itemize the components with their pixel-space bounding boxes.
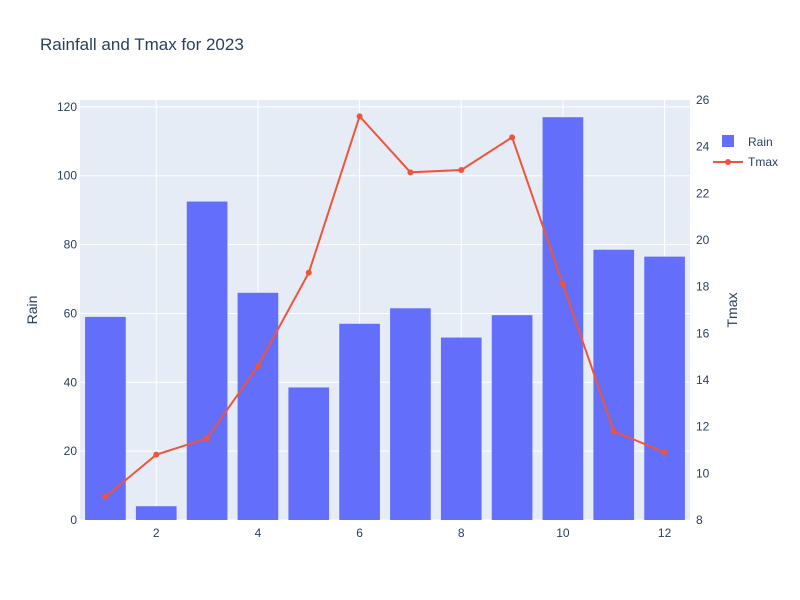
left-y-tick-label: 0	[70, 513, 77, 527]
rain-bar[interactable]	[542, 117, 584, 521]
tmax-point[interactable]	[102, 493, 109, 500]
tmax-point[interactable]	[153, 451, 160, 458]
left-y-axis-ticks: 0 20 40 60 80 100 120	[57, 100, 77, 527]
x-tick-label: 6	[356, 526, 363, 540]
chart-title: Rainfall and Tmax for 2023	[40, 35, 244, 54]
right-y-tick-label: 16	[696, 326, 710, 340]
right-y-tick-label: 8	[696, 513, 703, 527]
left-y-tick-label: 120	[57, 100, 77, 114]
rain-bars	[85, 117, 685, 521]
x-axis-ticks: 2 4 6 8 10 12	[153, 526, 672, 540]
tmax-point[interactable]	[407, 169, 414, 176]
rain-bar[interactable]	[491, 315, 533, 520]
x-tick-label: 8	[458, 526, 465, 540]
right-y-tick-label: 10	[696, 466, 710, 480]
right-y-tick-label: 18	[696, 280, 710, 294]
rain-bar[interactable]	[237, 292, 279, 520]
right-y-tick-label: 22	[696, 186, 710, 200]
legend-rain-swatch[interactable]	[722, 135, 734, 147]
plot-area	[80, 100, 690, 520]
tmax-point[interactable]	[254, 363, 261, 369]
legend-rain-label[interactable]: Rain	[748, 135, 773, 149]
tmax-point[interactable]	[458, 167, 465, 173]
right-y-tick-label: 12	[696, 420, 710, 434]
tmax-line-path	[104, 114, 665, 498]
x-tick-label: 10	[556, 526, 570, 540]
legend-tmax-label[interactable]: Tmax	[748, 155, 778, 169]
left-y-tick-label: 80	[64, 238, 78, 252]
tmax-point[interactable]	[356, 113, 363, 120]
rain-bar[interactable]	[339, 323, 380, 520]
x-tick-label: 4	[255, 526, 262, 540]
rain-bar[interactable]	[593, 249, 635, 521]
right-y-tick-label: 20	[696, 233, 710, 247]
tmax-point[interactable]	[509, 134, 516, 141]
tmax-point[interactable]	[661, 449, 668, 456]
rain-bar[interactable]	[644, 256, 685, 520]
tmax-point[interactable]	[559, 281, 566, 288]
rain-bar[interactable]	[288, 387, 330, 520]
rain-bar[interactable]	[390, 308, 431, 520]
right-y-tick-label: 24	[696, 140, 710, 154]
left-y-axis-title: Rain	[24, 296, 40, 325]
x-tick-label: 12	[658, 526, 672, 540]
left-y-tick-label: 20	[64, 444, 78, 458]
rain-bar[interactable]	[85, 316, 126, 520]
tmax-line	[102, 113, 668, 500]
tmax-point[interactable]	[610, 428, 617, 435]
right-y-tick-label: 14	[696, 373, 710, 387]
rain-bar[interactable]	[135, 506, 177, 520]
rain-bar[interactable]	[186, 201, 228, 520]
left-y-tick-label: 100	[57, 169, 77, 183]
tmax-point[interactable]	[305, 269, 312, 276]
x-tick-label: 2	[153, 526, 160, 540]
left-y-tick-label: 60	[64, 306, 78, 320]
legend: Rain Tmax	[713, 135, 778, 169]
right-y-axis-ticks: 8 10 12 14 16 18 20 22 24 26	[696, 93, 710, 527]
right-y-tick-label: 26	[696, 93, 710, 107]
rain-bar[interactable]	[440, 337, 482, 520]
legend-tmax-swatch-marker[interactable]	[725, 159, 731, 165]
left-y-tick-label: 40	[64, 375, 78, 389]
right-y-axis-title: Tmax	[724, 293, 740, 328]
tmax-point[interactable]	[204, 435, 211, 442]
